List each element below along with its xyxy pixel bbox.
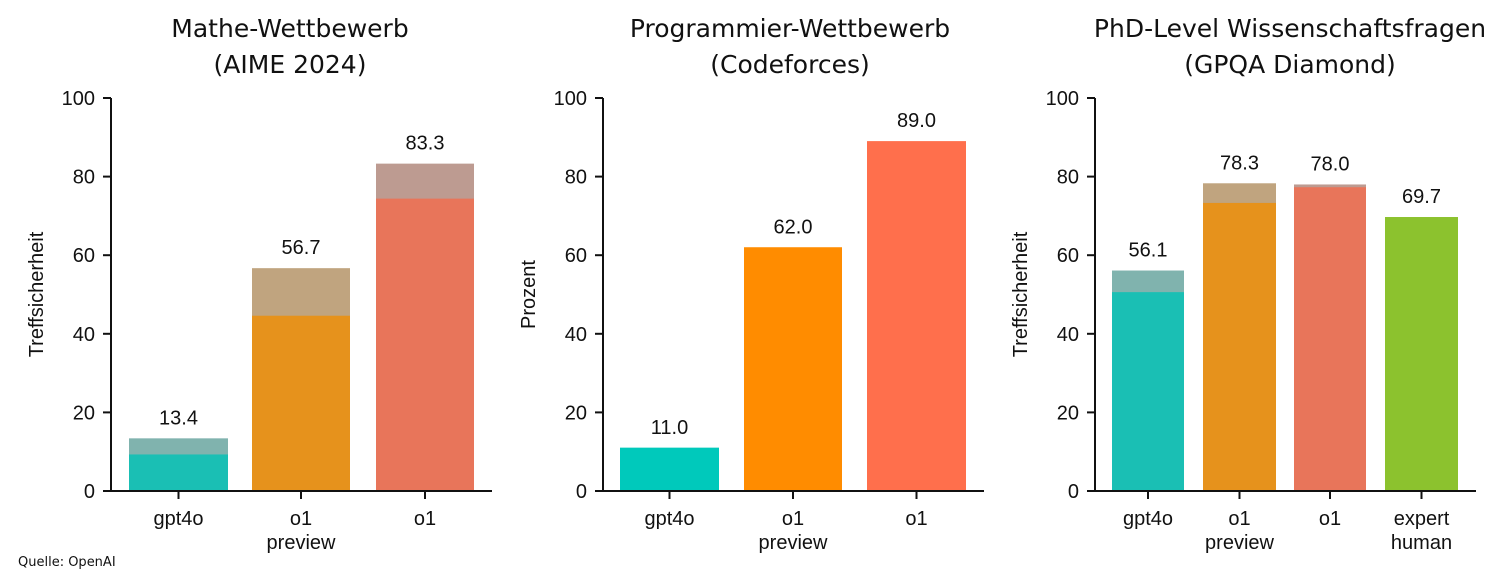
plot-codeforces: 11.0gpt4o62.0o1preview89.0o1020406080100… [518,88,984,554]
source-caption: Quelle: OpenAI [18,555,116,570]
category-label: o1 [1228,508,1250,530]
y-tick-label: 20 [73,402,95,424]
y-tick-label: 100 [62,88,95,110]
y-tick-label: 40 [73,324,95,346]
category-label: preview [267,532,336,554]
y-axis-label: Treffsicherheit [1010,231,1032,357]
y-tick-label: 0 [84,481,95,503]
y-tick-label: 40 [565,324,587,346]
value-label: 78.3 [1220,152,1259,174]
y-tick-label: 60 [73,245,95,267]
bar-solid [1294,187,1366,491]
bar-gpt4o [620,447,719,491]
category-label: o1 [1319,508,1341,530]
value-label: 11.0 [651,417,688,439]
y-tick-label: 100 [1046,88,1079,110]
category-label: gpt4o [153,508,203,530]
category-label: o1 [782,508,804,530]
bar-gpt4o [129,438,228,491]
bar-solid [620,447,719,491]
bar-solid [252,315,350,491]
y-tick-label: 0 [576,481,587,503]
bar-solid [1203,202,1276,491]
y-tick-label: 20 [565,402,587,424]
y-tick-label: 60 [565,245,587,267]
category-label: o1 [290,508,312,530]
category-label: gpt4o [1123,508,1173,530]
y-tick-label: 40 [1057,324,1079,346]
bar-solid [867,141,966,492]
y-tick-label: 80 [1057,167,1079,189]
y-tick-label: 0 [1068,481,1079,503]
value-label: 78.0 [1311,153,1350,175]
y-tick-label: 80 [73,167,95,189]
y-tick-label: 20 [1057,402,1079,424]
bar-expert-human [1385,217,1458,492]
value-label: 62.0 [774,216,813,238]
value-label: 56.1 [1129,240,1168,262]
chart-panel-gpqa: PhD-Level Wissenschaftsfragen (GPQA Diam… [1000,0,1500,583]
y-tick-label: 60 [1057,245,1079,267]
bar-o1 [1294,184,1366,491]
value-label: 13.4 [159,407,198,429]
chart-panel-aime: Mathe-Wettbewerb (AIME 2024) 13.4 gpt4o 56… [0,0,500,583]
bar-o1 [376,163,474,492]
category-label: human [1391,532,1452,554]
category-label: o1 [905,508,927,530]
bar-solid [1112,292,1184,491]
chart-panel-codeforces: Programmier-Wettbewerb (Codeforces) 11.0… [500,0,1000,583]
plot-gpqa: 56.1gpt4o78.3o1preview78.0o169.7experthu… [1010,88,1476,554]
y-tick-label: 100 [554,88,587,110]
bar-solid [1385,217,1458,492]
bar-solid [376,198,474,491]
bar-solid [129,454,228,491]
y-tick-label: 80 [565,167,587,189]
category-label: expert [1394,508,1450,530]
bar-gpt4o [1112,270,1184,491]
value-label: 69.7 [1402,186,1441,208]
bar-o1 [867,141,966,492]
y-axis-label: Treffsicherheit [26,231,48,357]
plot-aime: 13.4gpt4o56.7o1preview83.3o1020406080100… [26,88,492,554]
y-axis-label: Prozent [518,260,540,329]
bar-o1-preview [252,268,350,491]
value-label: 83.3 [406,133,445,155]
category-label: preview [1205,532,1274,554]
category-label: gpt4o [644,508,694,530]
bar-o1-preview [1203,183,1276,491]
bar-o1-preview [744,247,842,491]
value-label: 89.0 [897,110,936,132]
category-label: preview [759,532,828,554]
value-label: 56.7 [282,237,321,259]
category-label: o1 [414,508,436,530]
bar-solid [744,247,842,491]
